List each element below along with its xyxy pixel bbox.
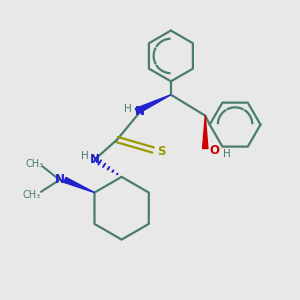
Text: H: H — [223, 149, 231, 159]
Text: S: S — [157, 145, 166, 158]
Text: N: N — [55, 173, 64, 186]
Polygon shape — [202, 116, 208, 148]
Text: N: N — [135, 105, 145, 118]
Text: CH₃: CH₃ — [23, 190, 41, 200]
Polygon shape — [64, 177, 94, 193]
Text: H: H — [81, 151, 89, 161]
Text: N: N — [90, 153, 100, 166]
Text: H: H — [124, 104, 132, 114]
Polygon shape — [135, 95, 171, 114]
Text: CH₃: CH₃ — [25, 159, 43, 169]
Text: O: O — [209, 143, 219, 157]
